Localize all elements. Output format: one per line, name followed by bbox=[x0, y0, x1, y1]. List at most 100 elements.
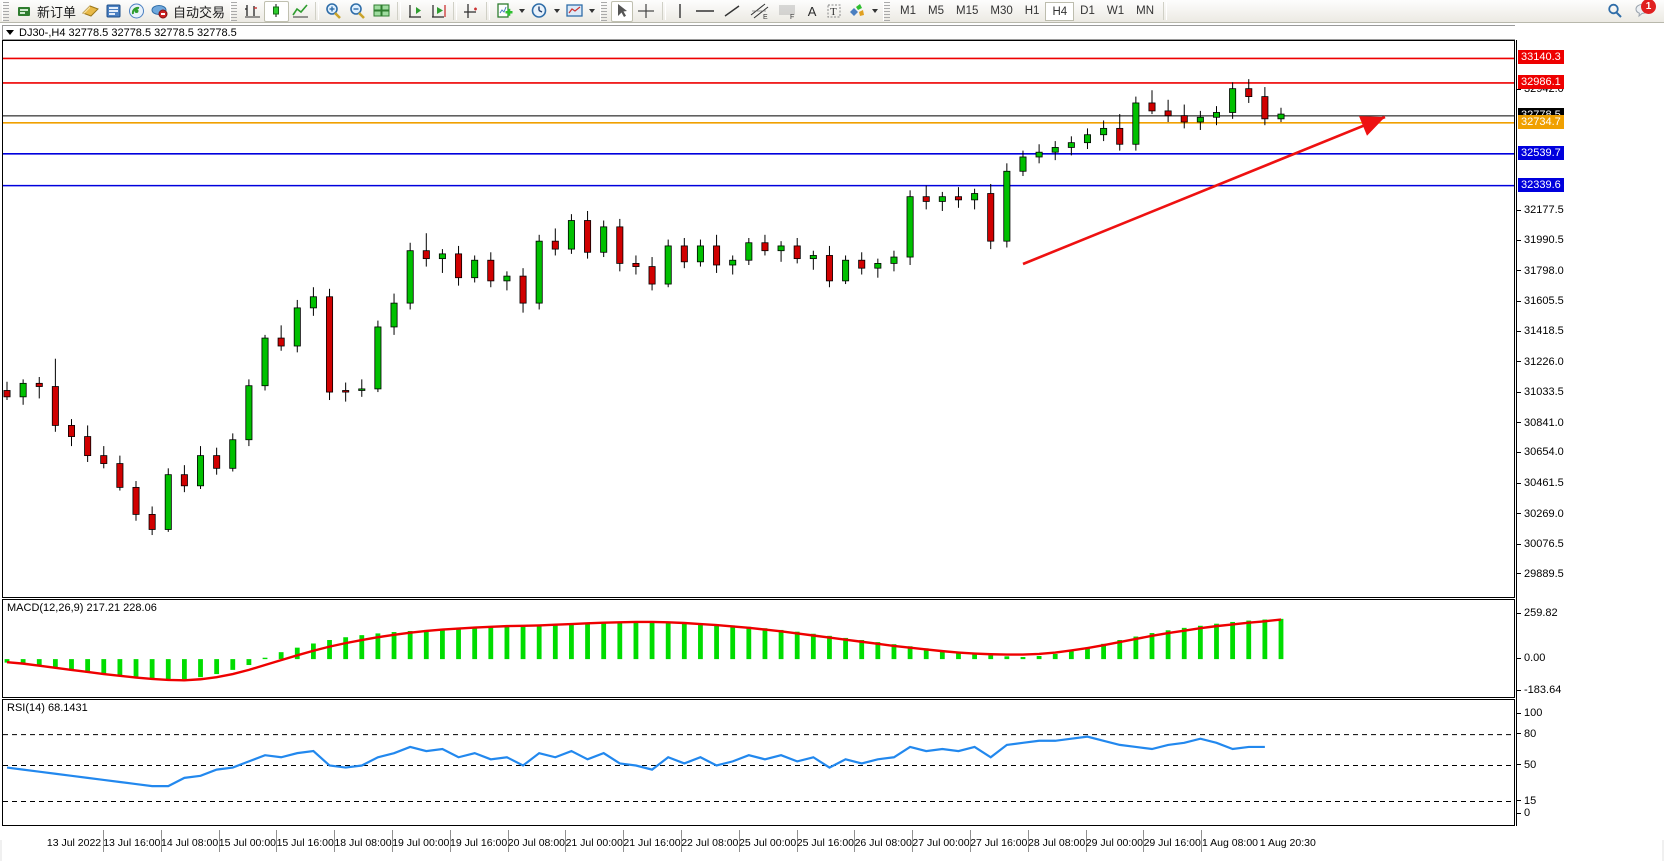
period-button[interactable] bbox=[528, 1, 551, 22]
crosshair-icon bbox=[638, 4, 655, 18]
rsi-label: RSI(14) 68.1431 bbox=[7, 702, 88, 714]
tab-timeframe-m1[interactable]: M1 bbox=[900, 4, 917, 17]
price-chart-pane[interactable] bbox=[2, 40, 1515, 598]
rsi-axis-tick: 0 bbox=[1517, 807, 1530, 819]
auto-scroll-button[interactable] bbox=[427, 1, 450, 22]
crosshair-button[interactable] bbox=[633, 1, 659, 22]
time-axis-label: 22 Jul 08:00 bbox=[681, 837, 739, 849]
fibonacci-button[interactable]: F bbox=[773, 1, 801, 22]
chart-shift-button[interactable] bbox=[460, 1, 483, 22]
notification-button[interactable]: 1 bbox=[1632, 0, 1656, 22]
objects-dropdown-caret[interactable] bbox=[872, 9, 879, 13]
time-axis-label: 1 Aug 20:30 bbox=[1259, 837, 1316, 849]
price-axis-tick: 30461.5 bbox=[1517, 477, 1564, 489]
time-axis-label: 21 Jul 00:00 bbox=[565, 837, 623, 849]
bar-chart-button[interactable] bbox=[241, 1, 264, 22]
templates-button[interactable] bbox=[563, 1, 586, 22]
price-badge-support-line[interactable]: 32539.7 bbox=[1518, 145, 1564, 160]
time-axis[interactable]: 13 Jul 2022 13 Jul 16:00 14 Jul 08:00 15 Ju… bbox=[2, 827, 1662, 861]
tab-timeframe-h4[interactable]: H4 bbox=[1045, 1, 1075, 21]
svg-text:E: E bbox=[763, 14, 768, 20]
indicators-button[interactable] bbox=[493, 1, 516, 22]
svg-text:T: T bbox=[830, 6, 837, 18]
scroll-end-icon bbox=[409, 5, 422, 18]
toolbar-separator-5 bbox=[662, 2, 667, 20]
toolbar-grip-2[interactable] bbox=[230, 1, 238, 21]
text-label-button[interactable]: T bbox=[823, 1, 845, 22]
price-badge-resistance-line[interactable]: 32986.1 bbox=[1518, 74, 1564, 89]
toolbar-grip-4[interactable] bbox=[883, 1, 891, 21]
line-chart-button[interactable] bbox=[289, 1, 312, 22]
time-axis-label: 19 Jul 16:00 bbox=[449, 837, 508, 849]
expert-advisor-icon bbox=[151, 5, 168, 19]
trendline-button[interactable] bbox=[719, 1, 745, 22]
toolbar-separator-4 bbox=[486, 2, 491, 20]
cursor-button[interactable] bbox=[611, 0, 634, 22]
chart-menu-caret-icon[interactable] bbox=[6, 30, 14, 35]
text-icon: A bbox=[807, 3, 817, 19]
tab-timeframe-d1[interactable]: D1 bbox=[1080, 4, 1095, 17]
period-dropdown-caret[interactable] bbox=[554, 9, 561, 13]
horizontal-line-icon bbox=[696, 10, 715, 12]
objects-icon bbox=[850, 4, 865, 16]
objects-button[interactable] bbox=[845, 1, 869, 22]
new-order-icon bbox=[17, 6, 30, 16]
indicators-dropdown-caret[interactable] bbox=[519, 9, 526, 13]
templates-dropdown-caret[interactable] bbox=[589, 9, 596, 13]
tab-timeframe-h1[interactable]: H1 bbox=[1024, 4, 1040, 17]
chart-titlebar[interactable]: DJ30-,H4 32778.5 32778.5 32778.5 32778.5 bbox=[2, 25, 1515, 40]
vertical-line-button[interactable] bbox=[669, 1, 691, 22]
toolbar-grip-3[interactable] bbox=[600, 1, 608, 21]
zoom-in-button[interactable] bbox=[322, 1, 346, 22]
rsi-pane[interactable]: RSI(14) 68.1431 bbox=[2, 699, 1515, 826]
price-axis-tick: 31990.5 bbox=[1517, 234, 1564, 246]
tab-timeframe-m5[interactable]: M5 bbox=[928, 4, 944, 17]
price-axis-tick: 29889.5 bbox=[1517, 568, 1564, 580]
book-button[interactable] bbox=[79, 1, 102, 22]
toolbar-separator bbox=[315, 2, 320, 20]
data-window-button[interactable] bbox=[102, 1, 125, 22]
price-badge-resistance-line[interactable]: 33140.3 bbox=[1518, 50, 1564, 65]
text-button[interactable]: A bbox=[801, 1, 823, 22]
macd-axis-tick: 259.82 bbox=[1517, 607, 1558, 619]
new-order-button[interactable] bbox=[13, 1, 35, 22]
horizontal-line-button[interactable] bbox=[691, 1, 719, 22]
fibonacci-icon: F bbox=[779, 5, 796, 20]
zoom-in-icon bbox=[326, 3, 341, 19]
rsi-axis-tick: 100 bbox=[1517, 707, 1542, 719]
rsi-axis-tick: 80 bbox=[1517, 728, 1536, 740]
price-badge-support-line[interactable]: 32339.6 bbox=[1518, 177, 1564, 192]
notification-badge: 1 bbox=[1641, 0, 1656, 14]
price-badge-pivot-line[interactable]: 32734.7 bbox=[1518, 114, 1564, 129]
scroll-end-button[interactable] bbox=[404, 1, 427, 22]
zoom-out-button[interactable] bbox=[346, 1, 370, 22]
expert-advisor-button[interactable] bbox=[148, 1, 171, 22]
macd-pane[interactable]: MACD(12,26,9) 217.21 228.06 bbox=[2, 599, 1515, 698]
price-axis[interactable]: 32942.0 32177.5 31990.5 31798.0 31605.5 31418… bbox=[1516, 40, 1662, 826]
signal-button[interactable] bbox=[125, 1, 148, 22]
price-axis-tick: 31798.0 bbox=[1517, 265, 1564, 277]
price-axis-tick: 31226.0 bbox=[1517, 356, 1564, 368]
price-axis-tick: 31033.5 bbox=[1517, 386, 1564, 398]
time-axis-label: 14 Jul 08:00 bbox=[160, 837, 219, 849]
tab-timeframe-mn[interactable]: MN bbox=[1136, 4, 1154, 17]
tab-timeframe-m15[interactable]: M15 bbox=[956, 4, 979, 17]
macd-label: MACD(12,26,9) 217.21 228.06 bbox=[7, 602, 157, 614]
svg-text:F: F bbox=[790, 14, 794, 20]
tab-timeframe-w1[interactable]: W1 bbox=[1106, 4, 1125, 17]
tile-windows-button[interactable] bbox=[370, 1, 394, 22]
time-axis-label: 27 Jul 16:00 bbox=[970, 837, 1028, 849]
tab-timeframe-m30[interactable]: M30 bbox=[990, 4, 1013, 17]
toolbar-separator-2 bbox=[397, 2, 402, 20]
time-axis-label: 26 Jul 08:00 bbox=[854, 837, 912, 849]
chart-title: DJ30-,H4 32778.5 32778.5 32778.5 32778.5 bbox=[19, 26, 237, 39]
signal-icon bbox=[129, 3, 145, 19]
main-toolbar: 新订单 自动交易 bbox=[0, 0, 1664, 23]
search-button[interactable] bbox=[1604, 1, 1626, 22]
time-axis-label: 19 Jul 00:00 bbox=[392, 837, 450, 849]
new-order-label[interactable]: 新订单 bbox=[37, 4, 77, 20]
auto-trading-label[interactable]: 自动交易 bbox=[173, 4, 226, 20]
equidistant-channel-button[interactable]: E bbox=[745, 1, 773, 22]
toolbar-grip[interactable] bbox=[2, 1, 9, 21]
candlestick-chart-button[interactable] bbox=[264, 0, 290, 22]
